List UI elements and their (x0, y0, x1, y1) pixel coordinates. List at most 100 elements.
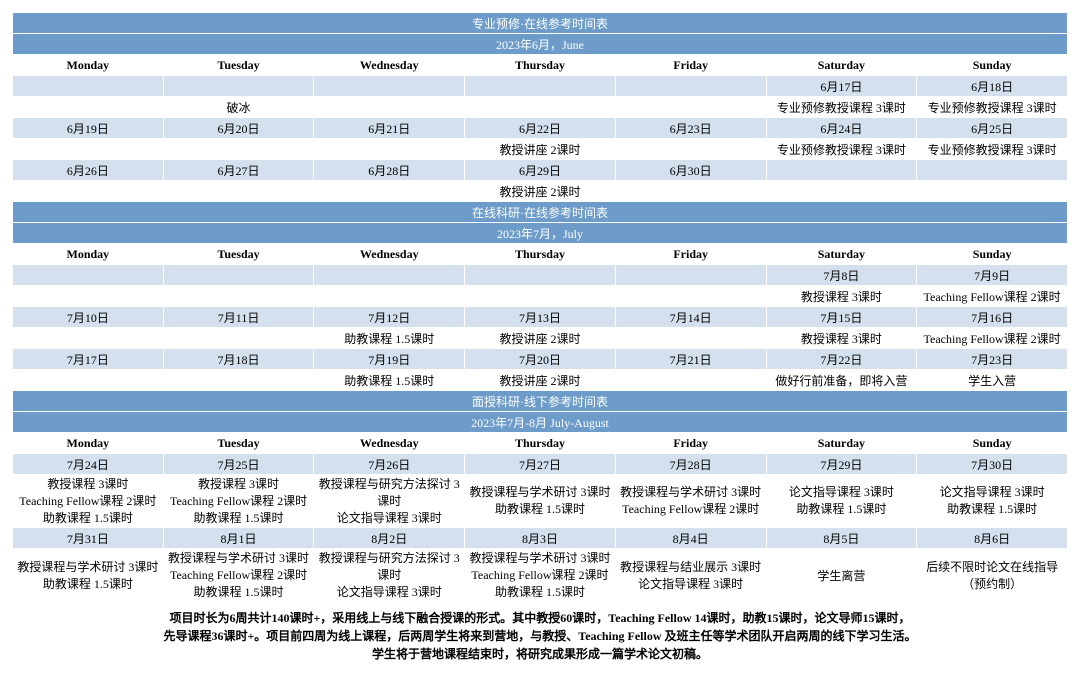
day-header: Sunday (917, 433, 1068, 454)
section-subtitle: 2023年6月，June (13, 34, 1068, 55)
schedule-cell: 7月19日 (314, 349, 465, 370)
schedule-cell (465, 286, 616, 307)
day-header: Monday (13, 433, 164, 454)
schedule-cell: 7月27日 (465, 454, 616, 475)
schedule-cell (163, 328, 314, 349)
schedule-cell (465, 265, 616, 286)
schedule-cell: 6月30日 (615, 160, 766, 181)
schedule-cell: 教授课程与研究方法探讨 3课时论文指导课程 3课时 (314, 475, 465, 528)
schedule-cell (13, 286, 164, 307)
schedule-table: 专业预修·在线参考时间表2023年6月，JuneMondayTuesdayWed… (12, 12, 1068, 665)
day-header: Friday (615, 433, 766, 454)
schedule-cell: 教授讲座 2课时 (465, 328, 616, 349)
schedule-cell: 6月28日 (314, 160, 465, 181)
schedule-cell: 助教课程 1.5课时 (314, 328, 465, 349)
schedule-cell (314, 286, 465, 307)
schedule-cell: 6月19日 (13, 118, 164, 139)
day-header: Monday (13, 244, 164, 265)
footer-text: 项目时长为6周共计140课时+，采用线上与线下融合授课的形式。其中教授60课时，… (13, 602, 1068, 664)
schedule-cell: 8月4日 (615, 528, 766, 549)
day-header: Tuesday (163, 433, 314, 454)
schedule-cell: 专业预修教授课程 3课时 (766, 97, 917, 118)
day-header: Wednesday (314, 433, 465, 454)
schedule-cell: 6月22日 (465, 118, 616, 139)
schedule-cell (615, 139, 766, 160)
day-header: Friday (615, 55, 766, 76)
schedule-cell (615, 181, 766, 202)
schedule-cell (314, 97, 465, 118)
schedule-cell: 6月29日 (465, 160, 616, 181)
day-header: Wednesday (314, 55, 465, 76)
day-header: Tuesday (163, 244, 314, 265)
schedule-cell: 7月25日 (163, 454, 314, 475)
schedule-cell: 7月26日 (314, 454, 465, 475)
schedule-cell: 6月26日 (13, 160, 164, 181)
schedule-cell: 7月9日 (917, 265, 1068, 286)
schedule-cell (314, 139, 465, 160)
schedule-cell: 教授课程与学术研讨 3课时Teaching Fellow课程 2课时助教课程 1… (163, 549, 314, 602)
day-header: Saturday (766, 55, 917, 76)
schedule-cell: 教授课程 3课时Teaching Fellow课程 2课时助教课程 1.5课时 (163, 475, 314, 528)
schedule-cell (163, 139, 314, 160)
day-header: Sunday (917, 244, 1068, 265)
schedule-cell: 7月20日 (465, 349, 616, 370)
schedule-cell: 专业预修教授课程 3课时 (917, 139, 1068, 160)
schedule-cell (917, 160, 1068, 181)
schedule-cell: 7月16日 (917, 307, 1068, 328)
schedule-cell: 学生入营 (917, 370, 1068, 391)
schedule-cell (766, 160, 917, 181)
day-header: Tuesday (163, 55, 314, 76)
schedule-cell (465, 97, 616, 118)
schedule-cell (13, 370, 164, 391)
schedule-cell: 学生离营 (766, 549, 917, 602)
schedule-cell: Teaching Fellow课程 2课时 (917, 286, 1068, 307)
schedule-cell: 6月21日 (314, 118, 465, 139)
schedule-cell: 8月6日 (917, 528, 1068, 549)
schedule-cell (13, 181, 164, 202)
section-title: 专业预修·在线参考时间表 (13, 13, 1068, 34)
schedule-cell: 教授讲座 2课时 (465, 139, 616, 160)
schedule-cell (615, 97, 766, 118)
section-title: 在线科研·在线参考时间表 (13, 202, 1068, 223)
schedule-cell: 8月2日 (314, 528, 465, 549)
schedule-cell: 6月17日 (766, 76, 917, 97)
schedule-cell: 做好行前准备，即将入营 (766, 370, 917, 391)
day-header: Saturday (766, 433, 917, 454)
schedule-cell: 教授课程 3课时 (766, 286, 917, 307)
schedule-cell: 教授讲座 2课时 (465, 370, 616, 391)
schedule-cell: 7月13日 (465, 307, 616, 328)
schedule-cell: 6月27日 (163, 160, 314, 181)
schedule-cell: 专业预修教授课程 3课时 (766, 139, 917, 160)
schedule-cell (615, 370, 766, 391)
schedule-cell (163, 286, 314, 307)
section-subtitle: 2023年7月-8月 July-August (13, 412, 1068, 433)
day-header: Sunday (917, 55, 1068, 76)
schedule-cell: 8月5日 (766, 528, 917, 549)
schedule-cell: 6月23日 (615, 118, 766, 139)
day-header: Friday (615, 244, 766, 265)
schedule-cell: 7月21日 (615, 349, 766, 370)
schedule-cell: 助教课程 1.5课时 (314, 370, 465, 391)
schedule-cell: 8月3日 (465, 528, 616, 549)
schedule-cell: 7月12日 (314, 307, 465, 328)
day-header: Wednesday (314, 244, 465, 265)
schedule-cell: 7月11日 (163, 307, 314, 328)
schedule-cell: 7月17日 (13, 349, 164, 370)
schedule-cell (163, 181, 314, 202)
schedule-cell: 7月15日 (766, 307, 917, 328)
day-header: Thursday (465, 244, 616, 265)
schedule-cell: Teaching Fellow课程 2课时 (917, 328, 1068, 349)
schedule-cell: 7月31日 (13, 528, 164, 549)
schedule-cell (163, 265, 314, 286)
section-subtitle: 2023年7月，July (13, 223, 1068, 244)
schedule-cell: 教授课程与学术研讨 3课时Teaching Fellow课程 2课时 (615, 475, 766, 528)
schedule-cell: 7月28日 (615, 454, 766, 475)
schedule-cell: 7月18日 (163, 349, 314, 370)
schedule-cell: 教授讲座 2课时 (465, 181, 616, 202)
section-title: 面授科研·线下参考时间表 (13, 391, 1068, 412)
schedule-cell: 教授课程与学术研讨 3课时助教课程 1.5课时 (13, 549, 164, 602)
schedule-cell: 7月29日 (766, 454, 917, 475)
day-header: Saturday (766, 244, 917, 265)
schedule-cell: 7月24日 (13, 454, 164, 475)
schedule-cell: 教授课程与结业展示 3课时论文指导课程 3课时 (615, 549, 766, 602)
